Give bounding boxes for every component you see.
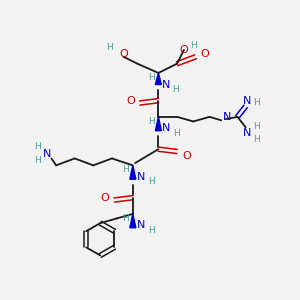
Text: N: N: [243, 96, 251, 106]
Text: H: H: [34, 156, 41, 165]
Text: H: H: [148, 117, 155, 126]
Text: H: H: [190, 41, 197, 50]
Polygon shape: [130, 214, 136, 228]
Text: N: N: [223, 112, 231, 122]
Text: O: O: [100, 193, 109, 203]
Text: H: H: [253, 122, 260, 130]
Text: H: H: [122, 166, 129, 175]
Text: N: N: [162, 80, 171, 89]
Text: H: H: [106, 43, 113, 52]
Text: N: N: [162, 123, 171, 134]
Text: H: H: [34, 142, 41, 152]
Text: N: N: [137, 172, 145, 182]
Text: H: H: [172, 85, 179, 94]
Text: O: O: [119, 50, 128, 59]
Text: H: H: [253, 98, 260, 107]
Text: H: H: [148, 226, 155, 235]
Polygon shape: [130, 165, 136, 179]
Text: H: H: [148, 73, 155, 82]
Text: N: N: [243, 128, 251, 138]
Text: H: H: [253, 136, 260, 145]
Text: O: O: [126, 96, 135, 106]
Polygon shape: [155, 117, 161, 131]
Text: N: N: [137, 220, 145, 230]
Text: N: N: [43, 149, 51, 159]
Text: H: H: [122, 214, 129, 223]
Text: H: H: [148, 177, 155, 186]
Text: O: O: [182, 151, 191, 161]
Text: O: O: [180, 45, 188, 55]
Polygon shape: [155, 73, 161, 85]
Text: H: H: [174, 128, 180, 137]
Text: O: O: [200, 50, 209, 59]
